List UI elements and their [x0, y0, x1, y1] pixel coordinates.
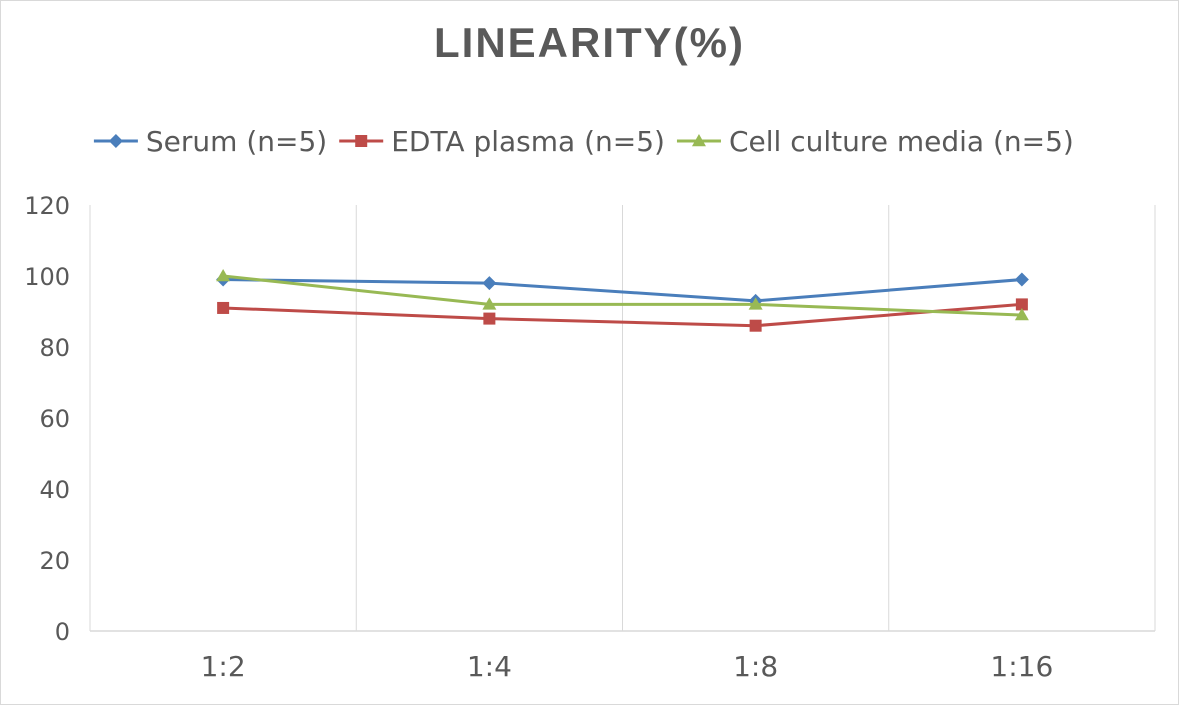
x-tick-label: 1:16	[990, 650, 1053, 683]
legend: Serum (n=5) EDTA plasma (n=5) Cell culture…	[93, 125, 1074, 158]
data-point	[1015, 298, 1028, 311]
data-point	[216, 269, 231, 282]
y-tick-label: 60	[39, 405, 70, 433]
legend-marker	[108, 134, 123, 148]
series-line	[223, 278, 1022, 303]
x-tick-label: 1:2	[201, 650, 246, 683]
y-tick-label: 80	[39, 334, 70, 362]
y-tick-label: 0	[55, 618, 70, 646]
data-point	[482, 276, 497, 291]
legend-label: Cell culture media (n=5)	[729, 125, 1074, 158]
grid-layer	[89, 205, 1156, 631]
data-point	[483, 312, 496, 325]
series-layer	[216, 269, 1029, 332]
y-tick-label: 40	[39, 476, 70, 504]
y-tick-label: 20	[39, 547, 70, 575]
data-point	[1014, 272, 1029, 287]
axis-layer: 0 20 40 60 80 100 120 1:2 1:4 1:8 1:16	[24, 192, 1155, 683]
data-point	[217, 301, 230, 314]
data-point	[1014, 308, 1029, 321]
x-tick-label: 1:4	[467, 650, 512, 683]
series-line	[223, 302, 1022, 328]
legend-label: Serum (n=5)	[146, 125, 327, 158]
series-line	[222, 274, 1022, 317]
data-point	[748, 297, 763, 310]
legend-label: EDTA plasma (n=5)	[391, 125, 665, 158]
data-point	[749, 319, 762, 332]
y-tick-label: 100	[24, 263, 70, 291]
chart-title: LINEARITY(%)	[434, 19, 745, 66]
legend-marker	[691, 134, 706, 147]
data-point	[482, 297, 497, 310]
y-tick-label: 120	[24, 192, 70, 220]
legend-marker	[355, 135, 368, 147]
x-tick-label: 1:8	[733, 650, 778, 683]
